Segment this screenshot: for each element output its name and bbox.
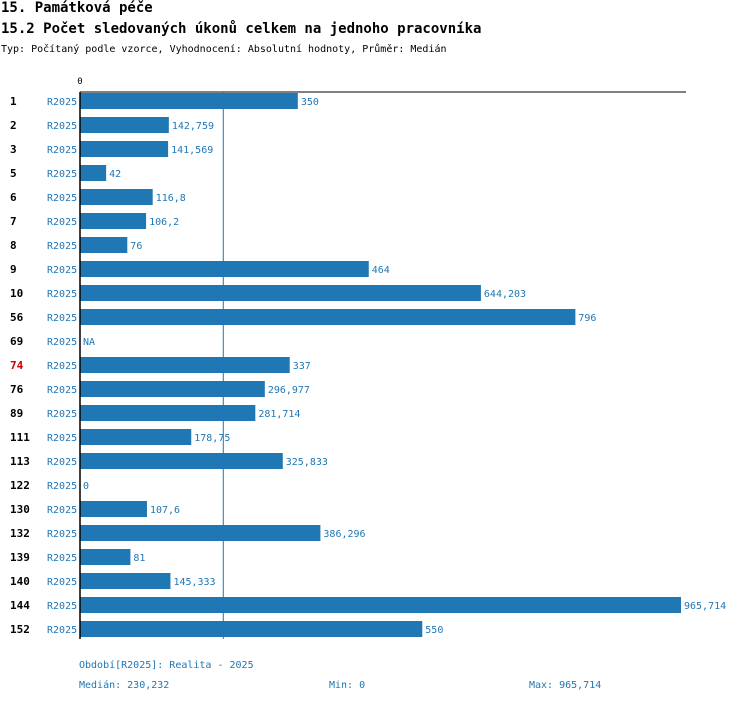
- footer-min: Min: 0: [329, 680, 366, 691]
- bar: [80, 357, 290, 373]
- value-label: NA: [83, 337, 95, 348]
- value-label: 337: [293, 361, 311, 372]
- series-label: R2025: [47, 505, 77, 516]
- bar: [80, 237, 128, 253]
- category-label: 10: [10, 287, 23, 300]
- category-label: 152: [10, 623, 30, 636]
- value-label: 796: [578, 313, 596, 324]
- bar: [80, 525, 321, 541]
- bar: [80, 429, 192, 445]
- value-label: 464: [372, 265, 390, 276]
- series-label: R2025: [47, 313, 77, 324]
- value-label: 325,833: [286, 457, 328, 468]
- chart-type-description: Typ: Počítaný podle vzorce, Vyhodnocení:…: [1, 44, 447, 55]
- bar: [80, 165, 107, 181]
- series-label: R2025: [47, 433, 77, 444]
- chart-subtitle: 15.2 Počet sledovaných úkonů celkem na j…: [1, 21, 482, 37]
- category-label: 1: [10, 95, 17, 108]
- category-label: 2: [10, 119, 17, 132]
- value-label: 178,75: [194, 433, 230, 444]
- bar: [80, 573, 171, 589]
- value-label: 965,714: [684, 601, 726, 612]
- series-label: R2025: [47, 169, 77, 180]
- bar: [80, 309, 576, 325]
- value-label: 106,2: [149, 217, 179, 228]
- series-label: R2025: [47, 385, 77, 396]
- footer-period: Období[R2025]: Realita - 2025: [79, 660, 254, 671]
- value-label: 42: [109, 169, 121, 180]
- value-label: 142,759: [172, 121, 214, 132]
- series-label: R2025: [47, 289, 77, 300]
- value-label: 116,8: [156, 193, 186, 204]
- category-label: 8: [10, 239, 17, 252]
- category-label: 122: [10, 479, 30, 492]
- value-label: 0: [83, 481, 89, 492]
- bar: [80, 141, 169, 157]
- series-label: R2025: [47, 145, 77, 156]
- category-label: 139: [10, 551, 30, 564]
- series-label: R2025: [47, 337, 77, 348]
- value-label: 296,977: [268, 385, 310, 396]
- series-label: R2025: [47, 121, 77, 132]
- footer-max: Max: 965,714: [529, 680, 602, 691]
- series-label: R2025: [47, 409, 77, 420]
- category-label: 113: [10, 455, 30, 468]
- value-label: 386,296: [323, 529, 365, 540]
- category-label: 74: [10, 359, 24, 372]
- bar: [80, 213, 147, 229]
- bar: [80, 621, 423, 637]
- category-label: 89: [10, 407, 23, 420]
- bar: [80, 405, 256, 421]
- bar: [80, 597, 681, 613]
- series-label: R2025: [47, 529, 77, 540]
- category-label: 76: [10, 383, 24, 396]
- bar: [80, 261, 369, 277]
- bar: [80, 117, 169, 133]
- series-label: R2025: [47, 625, 77, 636]
- category-label: 132: [10, 527, 30, 540]
- value-label: 81: [133, 553, 145, 564]
- category-label: 111: [10, 431, 30, 444]
- category-label: 7: [10, 215, 17, 228]
- bar: [80, 501, 147, 517]
- value-label: 281,714: [258, 409, 300, 420]
- category-label: 5: [10, 167, 17, 180]
- footer-median: Medián: 230,232: [79, 680, 170, 691]
- value-label: 141,569: [171, 145, 213, 156]
- category-label: 140: [10, 575, 30, 588]
- value-label: 644,203: [484, 289, 526, 300]
- bar: [80, 189, 153, 205]
- page-title: 15. Památková péče: [1, 0, 153, 16]
- series-label: R2025: [47, 241, 77, 252]
- bar: [80, 93, 298, 109]
- value-label: 107,6: [150, 505, 180, 516]
- series-label: R2025: [47, 601, 77, 612]
- category-label: 69: [10, 335, 23, 348]
- value-label: 550: [425, 625, 443, 636]
- series-label: R2025: [47, 457, 77, 468]
- bar: [80, 285, 481, 301]
- series-label: R2025: [47, 97, 77, 108]
- bar: [80, 453, 283, 469]
- value-label: 145,333: [173, 577, 215, 588]
- value-label: 350: [301, 97, 319, 108]
- series-label: R2025: [47, 577, 77, 588]
- category-label: 6: [10, 191, 17, 204]
- category-label: 144: [10, 599, 30, 612]
- series-label: R2025: [47, 361, 77, 372]
- category-label: 9: [10, 263, 17, 276]
- category-label: 56: [10, 311, 24, 324]
- bar: [80, 549, 131, 565]
- category-label: 130: [10, 503, 30, 516]
- axis-zero-label: 0: [77, 77, 82, 87]
- value-label: 76: [130, 241, 142, 252]
- series-label: R2025: [47, 265, 77, 276]
- series-label: R2025: [47, 217, 77, 228]
- series-label: R2025: [47, 193, 77, 204]
- series-label: R2025: [47, 553, 77, 564]
- bar: [80, 381, 265, 397]
- category-label: 3: [10, 143, 17, 156]
- series-label: R2025: [47, 481, 77, 492]
